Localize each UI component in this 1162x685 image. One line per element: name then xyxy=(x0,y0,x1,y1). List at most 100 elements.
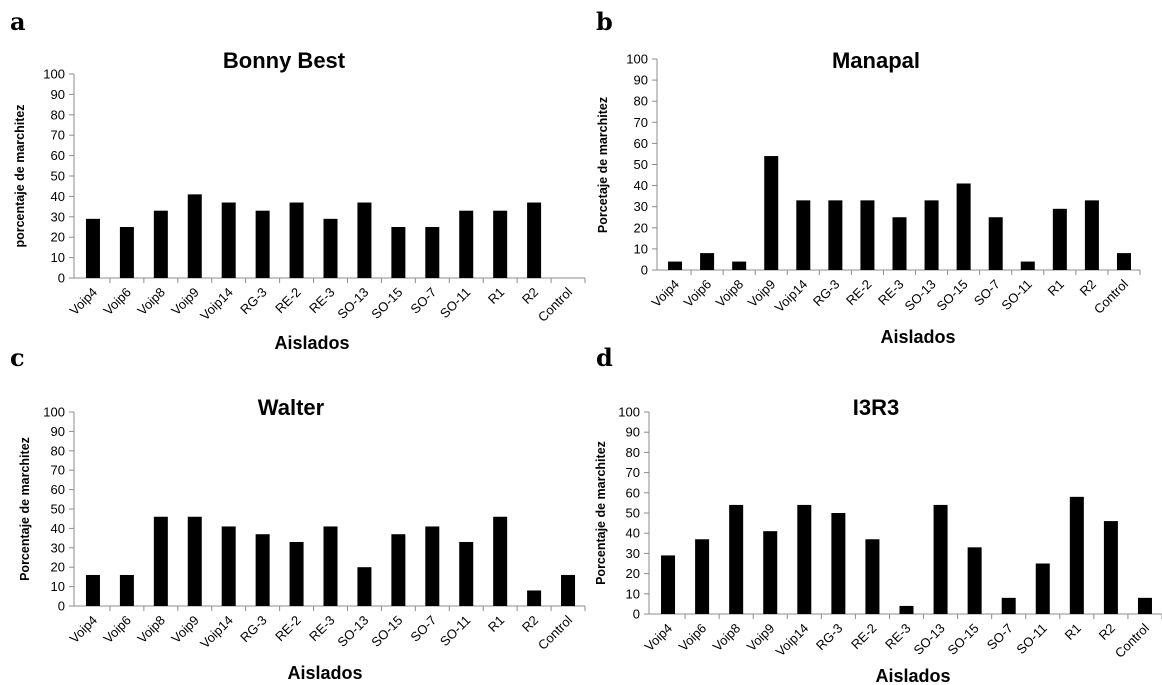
panel-a-y-tick-label: 30 xyxy=(51,209,65,224)
panel-c-bar xyxy=(527,590,542,606)
panel-a-bar xyxy=(425,227,440,278)
panel-c-x-tick-label: Voip8 xyxy=(134,613,168,647)
panel-d-x-axis-label: Aislados xyxy=(875,666,950,685)
panel-a-y-tick-label: 40 xyxy=(51,189,65,204)
panel-d-x-tick-label: Voip14 xyxy=(773,621,812,660)
panel-a-bar xyxy=(459,210,474,278)
panel-b-y-axis-label: Porcetaje de marchitez xyxy=(596,97,610,233)
panel-a-bar xyxy=(493,210,508,278)
panel-a-y-tick-label: 10 xyxy=(51,250,65,265)
panel-b-x-tick-label: RE-2 xyxy=(843,277,875,309)
panel-c-x-tick-label: RG-3 xyxy=(237,613,270,646)
panel-a-x-tick-label: RE-3 xyxy=(306,285,338,317)
panel-c-y-tick-label: 70 xyxy=(51,463,65,478)
panel-a-letter: a xyxy=(10,7,26,36)
panel-d-x-tick-label: SO-13 xyxy=(911,621,948,658)
panel-a-x-tick-label: Voip14 xyxy=(197,285,236,324)
panel-a-y-tick-label: 70 xyxy=(51,128,65,143)
panel-b-bar xyxy=(732,261,747,270)
panel-b-x-tick-label: SO-13 xyxy=(902,277,939,314)
panel-d-y-tick-label: 20 xyxy=(626,566,640,581)
panel-c-y-tick-label: 60 xyxy=(51,482,65,497)
panel-b-y-tick-label: 40 xyxy=(634,178,648,193)
panel-c-bar xyxy=(493,516,508,606)
panel-b-bar xyxy=(1116,253,1131,270)
panel-d-bar xyxy=(1137,597,1152,614)
panel-c-y-axis-label: Porcentaje de marchitez xyxy=(18,437,32,581)
panel-c-title: Walter xyxy=(258,395,325,420)
panel-d-bar xyxy=(1001,597,1016,614)
panel-b-bar xyxy=(700,253,715,270)
panel-b-y-tick-label: 80 xyxy=(634,94,648,109)
panel-b-x-tick-label: Voip14 xyxy=(772,277,811,316)
panel-b-y-tick-label: 70 xyxy=(634,115,648,130)
panel-b-x-tick-label: SO-11 xyxy=(998,277,1034,313)
panel-c-bar xyxy=(119,574,134,606)
panel-a-x-tick-label: Control xyxy=(535,284,575,324)
panel-a-x-tick-label: SO-7 xyxy=(407,285,439,317)
panel-c-x-tick-label: Voip6 xyxy=(100,613,134,647)
panel-d-bar xyxy=(763,531,778,614)
panel-b-bar xyxy=(892,217,907,270)
panel-b-title: Manapal xyxy=(832,48,920,73)
panel-b: b Manapal Porcetaje de marchitez Aislado… xyxy=(596,7,1141,347)
panel-d-bar xyxy=(933,504,948,614)
panel-a-x-tick-label: SO-11 xyxy=(437,285,473,321)
panel-a-bar xyxy=(255,210,270,278)
panel-c-x-tick-label: R2 xyxy=(519,613,541,635)
panel-b-bar xyxy=(764,156,779,270)
panel-c-y-tick-label: 90 xyxy=(51,424,65,439)
panel-c-bar xyxy=(255,534,270,606)
panel-a-bar xyxy=(187,194,202,278)
panel-b-y-tick-label: 90 xyxy=(634,73,648,88)
panel-a-bar xyxy=(221,202,236,278)
panel-c-plot: 0 10 20 30 40 50 60 70 80 90 100 Voip4 Voip6 Voip8 Voi… xyxy=(43,405,586,653)
panel-a-bar xyxy=(391,227,406,278)
panel-d-x-tick-label: Voip4 xyxy=(642,621,676,655)
panel-d-y-tick-label: 30 xyxy=(626,546,640,561)
panel-d-y-tick-label: 90 xyxy=(626,425,640,440)
panel-a-y-tick-label: 50 xyxy=(51,169,65,184)
panel-c-y-tick-label: 100 xyxy=(43,405,65,420)
panel-c: c Walter Porcentaje de marchitez Aislado… xyxy=(10,343,586,683)
panel-d-bar xyxy=(1069,496,1084,614)
panel-d-bar xyxy=(797,504,812,614)
panel-d-y-tick-label: 50 xyxy=(626,506,640,521)
panel-c-bar xyxy=(187,516,202,606)
panel-b-y-tick-label: 60 xyxy=(634,136,648,151)
panel-b-y-tick-label: 30 xyxy=(634,199,648,214)
panel-d-x-tick-label: R2 xyxy=(1096,621,1118,643)
panel-d-bar xyxy=(1103,521,1118,614)
panel-b-bar xyxy=(668,261,683,270)
panel-c-bar xyxy=(357,567,372,606)
panel-c-x-tick-label: Voip4 xyxy=(66,613,100,647)
panel-c-letter: c xyxy=(10,343,25,372)
panel-b-x-tick-label: Voip8 xyxy=(713,277,747,311)
panel-d-x-tick-label: SO-11 xyxy=(1013,621,1049,657)
panel-c-bar xyxy=(425,526,440,606)
panel-c-y-tick-label: 80 xyxy=(51,443,65,458)
panel-a-y-tick-label: 80 xyxy=(51,107,65,122)
panel-b-bar xyxy=(828,200,843,270)
panel-d-bar xyxy=(899,605,914,614)
panel-b-bar xyxy=(796,200,811,270)
panel-c-bar xyxy=(391,534,406,606)
panel-a-x-tick-label: R1 xyxy=(485,285,507,307)
panel-b-bar xyxy=(924,200,939,270)
panel-a-x-tick-label: Voip4 xyxy=(66,285,100,319)
panel-c-y-tick-label: 10 xyxy=(51,579,65,594)
panel-a-x-tick-label: Voip8 xyxy=(134,285,168,319)
panel-a-y-tick-label: 20 xyxy=(51,230,65,245)
panel-b-y-tick-label: 50 xyxy=(634,157,648,172)
panel-b-bar xyxy=(956,183,971,270)
panel-d-y-tick-label: 70 xyxy=(626,465,640,480)
panel-c-bar xyxy=(561,574,576,606)
panel-d-x-tick-label: Voip8 xyxy=(710,621,744,655)
panel-d-x-tick-label: Control xyxy=(1112,620,1152,660)
panel-a-x-tick-label: Voip6 xyxy=(100,285,134,319)
panel-b-x-tick-label: Control xyxy=(1091,276,1131,316)
panel-d-y-axis-label: Porcentaje de marchitez xyxy=(594,441,608,585)
panel-d-bar xyxy=(729,504,744,614)
panel-b-x-tick-label: Voip6 xyxy=(681,277,715,311)
